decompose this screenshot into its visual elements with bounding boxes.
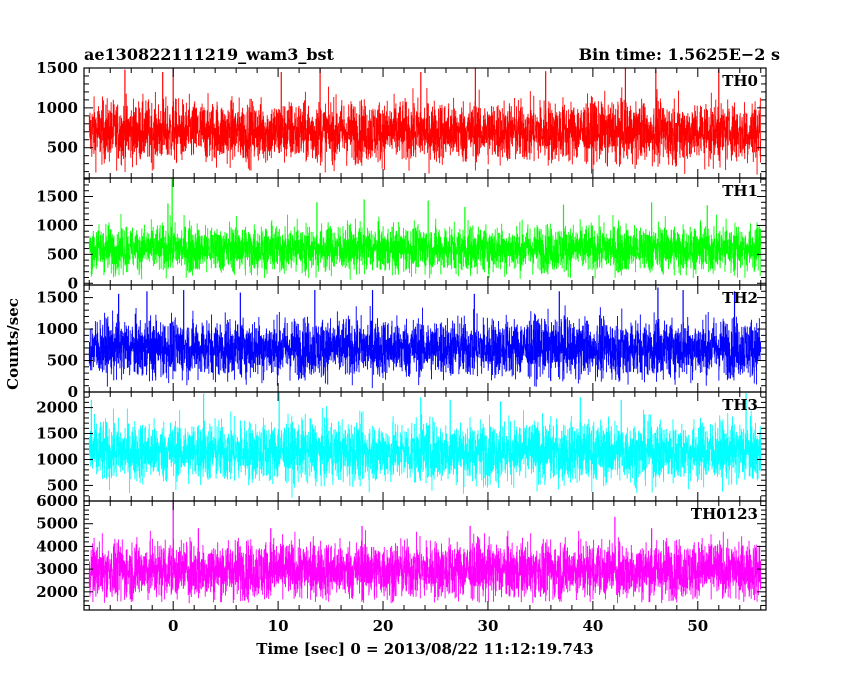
x-tick-label: 20 [373, 617, 394, 635]
panel-label: TH3 [722, 396, 758, 414]
x-tick-label: 50 [687, 617, 708, 635]
panel-label: TH0 [722, 72, 758, 90]
y-tick-label: 5000 [36, 515, 78, 533]
y-tick-label: 0 [68, 383, 78, 401]
y-tick-label: 500 [47, 476, 78, 494]
y-axis-label: Counts/sec [4, 298, 22, 390]
y-tick-label: 1500 [36, 59, 78, 77]
y-tick-label: 1000 [36, 450, 78, 468]
panel-th0123: 2000 3000 4000 5000 6000 TH0123 [36, 492, 767, 611]
panel-label: TH1 [722, 182, 758, 200]
series-th0123-line [88, 530, 762, 604]
y-tick-label: 1500 [36, 289, 78, 307]
y-tick-label: 3000 [36, 560, 78, 578]
x-tick-label: 40 [582, 617, 603, 635]
series-th3-line [88, 406, 762, 498]
y-tick-label: 500 [47, 139, 78, 157]
y-tick-label: 1500 [36, 188, 78, 206]
y-tick-label: 500 [47, 352, 78, 370]
y-tick-label: 1000 [36, 320, 78, 338]
y-tick-label: 2000 [36, 399, 78, 417]
x-tick-label: 10 [268, 617, 289, 635]
panel-th0: 500 1000 1500 TH0 [36, 59, 767, 179]
y-tick-label: 2000 [36, 583, 78, 601]
x-tick-label: 30 [478, 617, 499, 635]
y-tick-label: 1000 [36, 216, 78, 234]
y-tick-label: 0 [68, 274, 78, 292]
panel-th1: 0 500 1000 1500 TH1 [36, 177, 767, 292]
chart-title: ae130822111219_wam3_bst [84, 45, 335, 64]
panel-label: TH0123 [691, 505, 758, 523]
y-tick-label: 1500 [36, 425, 78, 443]
y-tick-label: 500 [47, 245, 78, 263]
x-tick-label: 0 [168, 617, 178, 635]
series-th1-line [88, 213, 762, 280]
series-th2-line [88, 305, 762, 389]
panel-th2: 0 500 1000 1500 TH2 [36, 284, 767, 401]
panel-th3: 500 1000 1500 2000 TH3 [36, 391, 767, 502]
y-tick-label: 6000 [36, 492, 78, 510]
series-th0-line [88, 86, 762, 175]
y-tick-label: 1000 [36, 99, 78, 117]
panel-label: TH2 [722, 289, 758, 307]
y-tick-label: 4000 [36, 537, 78, 555]
bin-time-label: Bin time: 1.5625E−2 s [579, 45, 780, 64]
x-axis-label: Time [sec] 0 = 2013/08/22 11:12:19.743 [256, 640, 593, 658]
